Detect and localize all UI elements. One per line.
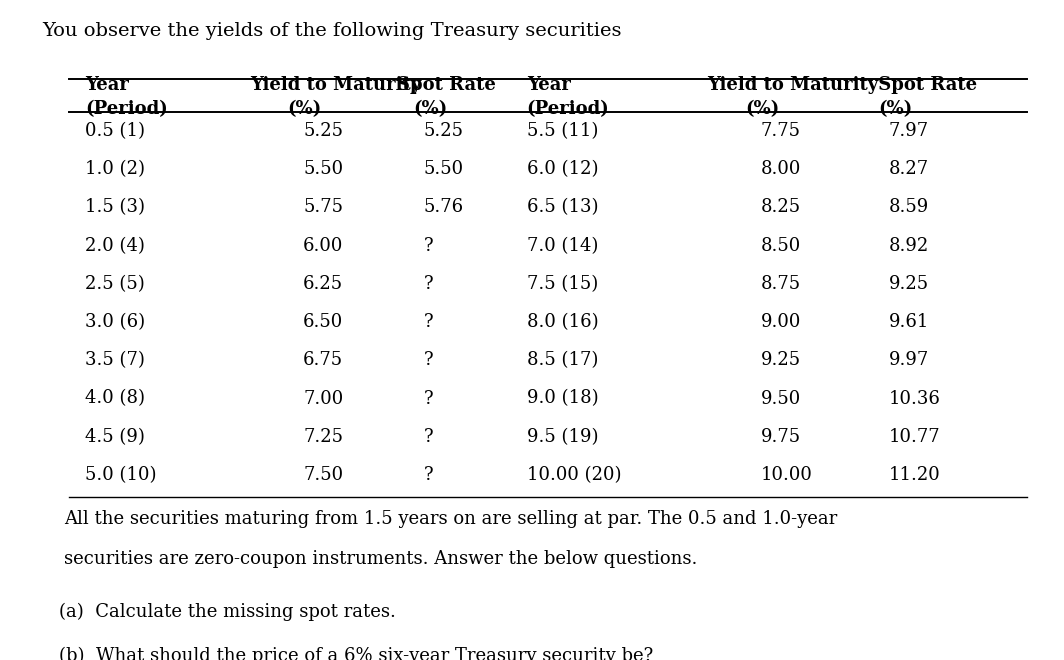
Text: 5.5 (11): 5.5 (11) <box>527 122 598 140</box>
Text: 6.0 (12): 6.0 (12) <box>527 160 598 178</box>
Text: (b)  What should the price of a 6% six-year Treasury security be?: (b) What should the price of a 6% six-ye… <box>59 647 653 660</box>
Text: 10.00 (20): 10.00 (20) <box>527 466 621 484</box>
Text: 5.76: 5.76 <box>423 199 464 216</box>
Text: ?: ? <box>423 275 433 293</box>
Text: 9.00: 9.00 <box>761 313 801 331</box>
Text: (a)  Calculate the missing spot rates.: (a) Calculate the missing spot rates. <box>59 603 396 621</box>
Text: 10.00: 10.00 <box>761 466 813 484</box>
Text: 8.0 (16): 8.0 (16) <box>527 313 598 331</box>
Text: 4.5 (9): 4.5 (9) <box>85 428 145 446</box>
Text: 8.75: 8.75 <box>761 275 801 293</box>
Text: 9.5 (19): 9.5 (19) <box>527 428 598 446</box>
Text: 8.5 (17): 8.5 (17) <box>527 351 598 370</box>
Text: ?: ? <box>423 466 433 484</box>
Text: securities are zero-coupon instruments. Answer the below questions.: securities are zero-coupon instruments. … <box>64 550 697 568</box>
Text: 9.75: 9.75 <box>761 428 801 446</box>
Text: All the securities maturing from 1.5 years on are selling at par. The 0.5 and 1.: All the securities maturing from 1.5 yea… <box>64 510 837 528</box>
Text: 5.50: 5.50 <box>303 160 344 178</box>
Text: 10.36: 10.36 <box>888 389 941 407</box>
Text: 1.0 (2): 1.0 (2) <box>85 160 145 178</box>
Text: ?: ? <box>423 351 433 370</box>
Text: (%): (%) <box>878 100 912 118</box>
Text: 10.77: 10.77 <box>888 428 941 446</box>
Text: Year: Year <box>527 76 570 94</box>
Text: 5.25: 5.25 <box>303 122 344 140</box>
Text: 2.0 (4): 2.0 (4) <box>85 237 145 255</box>
Text: 7.50: 7.50 <box>303 466 344 484</box>
Text: (%): (%) <box>287 100 321 118</box>
Text: 6.5 (13): 6.5 (13) <box>527 199 598 216</box>
Text: 7.0 (14): 7.0 (14) <box>527 237 598 255</box>
Text: 5.0 (10): 5.0 (10) <box>85 466 156 484</box>
Text: ?: ? <box>423 237 433 255</box>
Text: 7.75: 7.75 <box>761 122 801 140</box>
Text: 9.25: 9.25 <box>888 275 929 293</box>
Text: 0.5 (1): 0.5 (1) <box>85 122 145 140</box>
Text: 5.25: 5.25 <box>423 122 464 140</box>
Text: 8.50: 8.50 <box>761 237 801 255</box>
Text: 7.25: 7.25 <box>303 428 344 446</box>
Text: 3.5 (7): 3.5 (7) <box>85 351 145 370</box>
Text: 6.75: 6.75 <box>303 351 344 370</box>
Text: ?: ? <box>423 313 433 331</box>
Text: 3.0 (6): 3.0 (6) <box>85 313 146 331</box>
Text: ?: ? <box>423 389 433 407</box>
Text: 6.00: 6.00 <box>303 237 344 255</box>
Text: Year: Year <box>85 76 129 94</box>
Text: (%): (%) <box>413 100 447 118</box>
Text: 9.0 (18): 9.0 (18) <box>527 389 598 407</box>
Text: 8.92: 8.92 <box>888 237 929 255</box>
Text: 9.97: 9.97 <box>888 351 929 370</box>
Text: 8.27: 8.27 <box>888 160 929 178</box>
Text: Spot Rate: Spot Rate <box>397 76 496 94</box>
Text: 7.97: 7.97 <box>888 122 929 140</box>
Text: 4.0 (8): 4.0 (8) <box>85 389 145 407</box>
Text: (Period): (Period) <box>527 100 610 118</box>
Text: 7.5 (15): 7.5 (15) <box>527 275 598 293</box>
Text: (Period): (Period) <box>85 100 168 118</box>
Text: 5.75: 5.75 <box>303 199 344 216</box>
Text: 9.50: 9.50 <box>761 389 801 407</box>
Text: 5.50: 5.50 <box>423 160 464 178</box>
Text: (%): (%) <box>745 100 779 118</box>
Text: 8.59: 8.59 <box>888 199 929 216</box>
Text: 8.25: 8.25 <box>761 199 801 216</box>
Text: 7.00: 7.00 <box>303 389 344 407</box>
Text: Yield to Maturity: Yield to Maturity <box>250 76 421 94</box>
Text: 1.5 (3): 1.5 (3) <box>85 199 145 216</box>
Text: 6.50: 6.50 <box>303 313 344 331</box>
Text: ?: ? <box>423 428 433 446</box>
Text: 9.25: 9.25 <box>761 351 801 370</box>
Text: 2.5 (5): 2.5 (5) <box>85 275 145 293</box>
Text: Yield to MaturitySpot Rate: Yield to MaturitySpot Rate <box>708 76 978 94</box>
Text: 6.25: 6.25 <box>303 275 344 293</box>
Text: 9.61: 9.61 <box>888 313 929 331</box>
Text: 11.20: 11.20 <box>888 466 941 484</box>
Text: 8.00: 8.00 <box>761 160 801 178</box>
Text: You observe the yields of the following Treasury securities: You observe the yields of the following … <box>43 22 622 40</box>
